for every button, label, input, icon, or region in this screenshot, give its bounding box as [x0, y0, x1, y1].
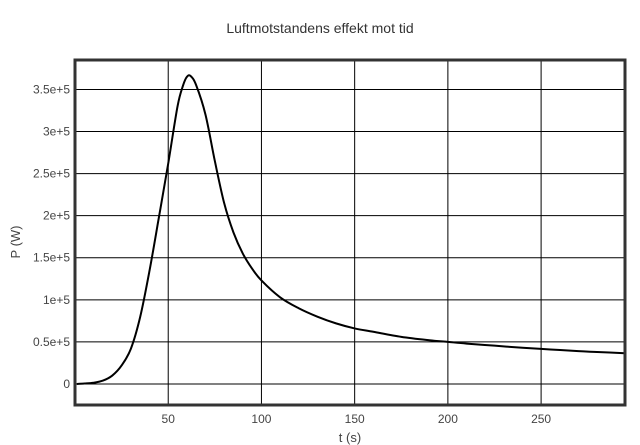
- grid: [75, 60, 625, 405]
- chart-title: Luftmotstandens effekt mot tid: [226, 20, 413, 36]
- x-tick-label: 200: [438, 412, 458, 426]
- y-tick-label: 3.5e+5: [33, 82, 70, 96]
- y-tick-label: 2.5e+5: [33, 167, 70, 181]
- y-axis-ticks: 0 0.5e+5 1e+5 1.5e+5 2e+5 2.5e+5 3e+5 3.5e+5: [33, 82, 70, 391]
- y-tick-label: 1e+5: [43, 293, 70, 307]
- x-tick-label: 150: [345, 412, 365, 426]
- x-axis-ticks: 50 100 150 200 250: [162, 412, 552, 426]
- x-tick-label: 100: [251, 412, 271, 426]
- plot-frame: [73, 58, 627, 407]
- y-tick-label: 2e+5: [43, 209, 70, 223]
- series-line: [76, 74, 626, 385]
- x-axis-label: t (s): [339, 430, 361, 445]
- series-layer: [76, 74, 626, 385]
- x-tick-label: 50: [162, 412, 176, 426]
- y-tick-label: 3e+5: [43, 125, 70, 139]
- x-tick-label: 250: [531, 412, 551, 426]
- y-tick-label: 0.5e+5: [33, 335, 70, 349]
- y-tick-label: 0: [63, 377, 70, 391]
- y-tick-label: 1.5e+5: [33, 251, 70, 265]
- y-axis-label: P (W): [8, 226, 23, 259]
